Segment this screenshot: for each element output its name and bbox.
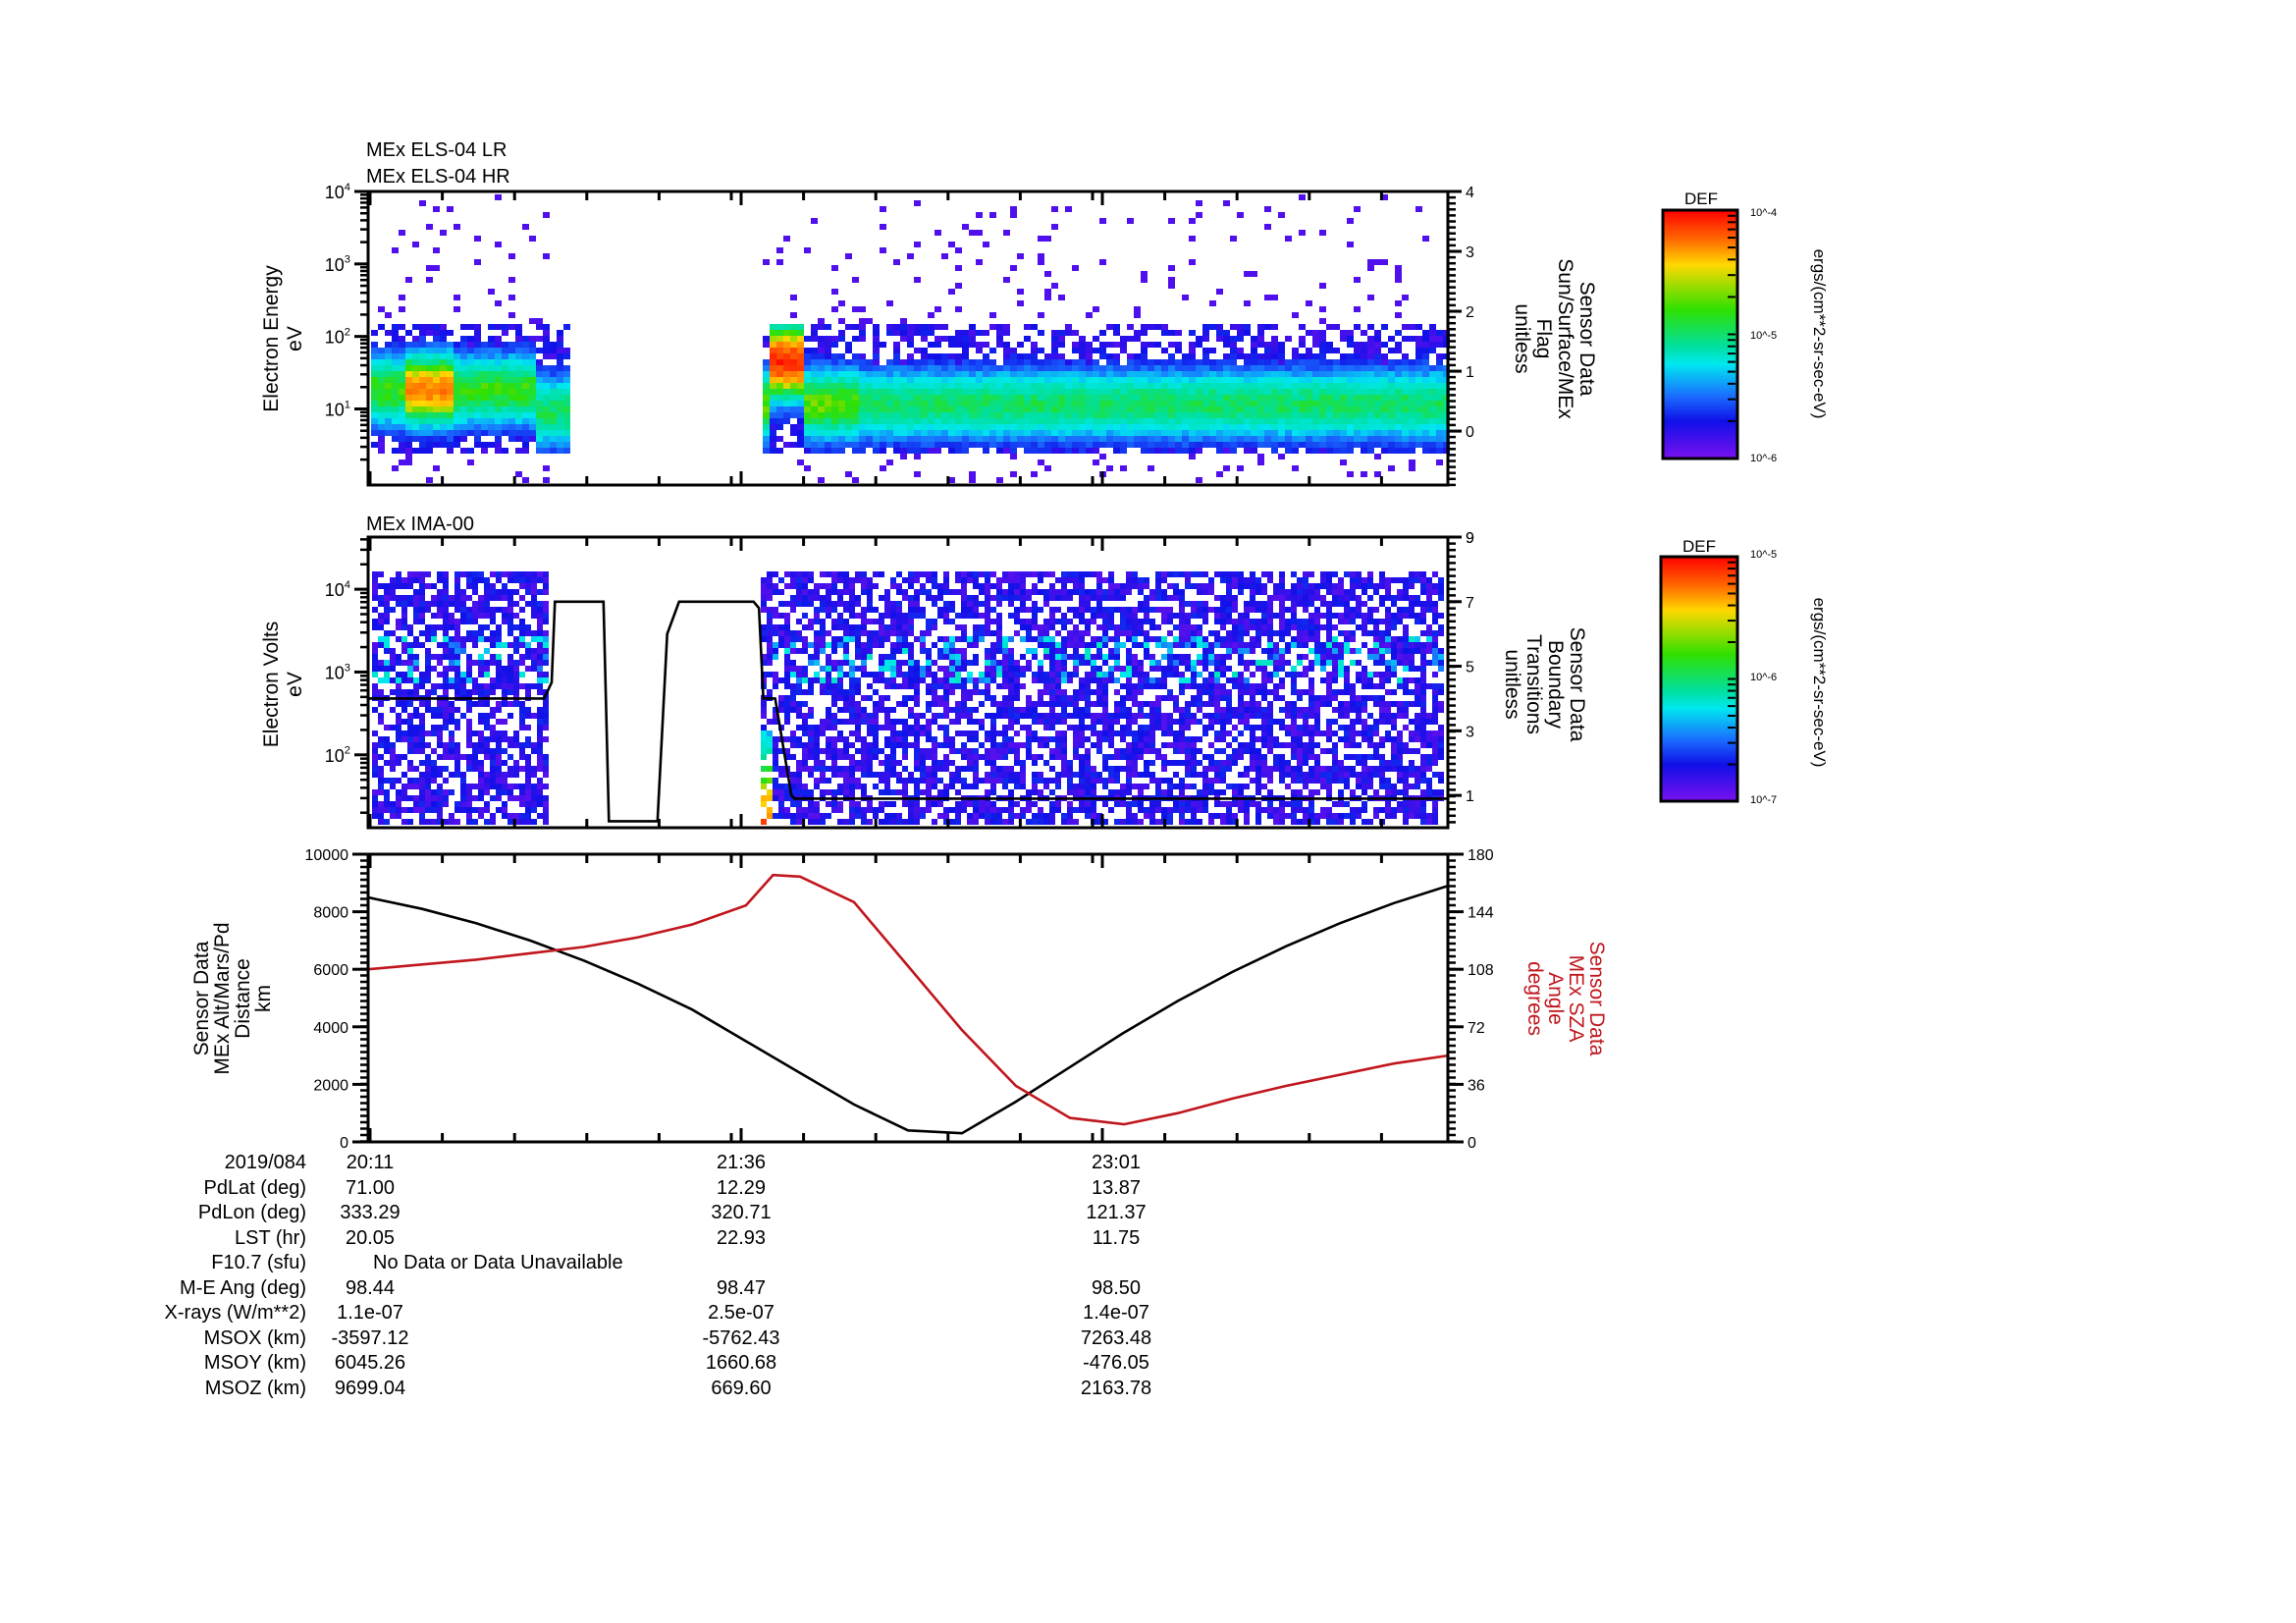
sza-axis-label: Sensor Data MEx SZA Angle degrees bbox=[1523, 942, 1608, 1056]
els-heatmap bbox=[371, 194, 1450, 483]
svg-text:102: 102 bbox=[325, 327, 350, 348]
svg-text:eV: eV bbox=[284, 326, 306, 352]
svg-text:10^-5: 10^-5 bbox=[1750, 330, 1777, 342]
els-left-axis-label: Electron Energy eV bbox=[260, 265, 306, 412]
svg-text:Sun/Surface/MEx: Sun/Surface/MEx bbox=[1554, 258, 1576, 419]
panel-title-hr: MEx ELS-04 HR bbox=[366, 166, 510, 188]
svg-text:Sensor Data: Sensor Data bbox=[1575, 282, 1598, 397]
altitude-line bbox=[367, 884, 1449, 1135]
svg-text:Flag: Flag bbox=[1532, 319, 1555, 359]
els-colorbar: DEF 10^-4 10^-5 10^-6 ergs/(cm**2-sr-sec… bbox=[1661, 189, 1829, 464]
ephemeris-labels: 2019/084 PdLat (deg) PdLon (deg) LST (hr… bbox=[164, 1152, 306, 1399]
svg-text:4: 4 bbox=[1466, 185, 1474, 201]
els-axis-ticks: 101 102 103 104 0 1 2 3 4 bbox=[325, 182, 1474, 487]
svg-text:2: 2 bbox=[1466, 304, 1474, 321]
sza-line bbox=[367, 873, 1449, 1126]
boundary-transitions-line bbox=[368, 600, 1448, 823]
colorbar-units: ergs/(cm**2-sr-sec-eV) bbox=[1810, 249, 1829, 419]
svg-text:10^-4: 10^-4 bbox=[1750, 207, 1777, 219]
ephemeris-column-1: 20:11 71.00 333.29 20.05 No Data or Data… bbox=[272, 1151, 623, 1401]
svg-text:10^-6: 10^-6 bbox=[1750, 453, 1777, 464]
els-right-axis-label: Sensor Data Sun/Surface/MEx Flag unitles… bbox=[1511, 258, 1598, 419]
ima-right-axis-label: Sensor Data Boundary Transitions unitles… bbox=[1501, 627, 1588, 742]
svg-text:Electron Energy: Electron Energy bbox=[260, 265, 283, 412]
svg-text:0: 0 bbox=[1466, 424, 1474, 441]
svg-text:1: 1 bbox=[1466, 364, 1474, 381]
svg-text:101: 101 bbox=[325, 399, 350, 419]
ima-left-axis-label: Electron Volts eV bbox=[260, 622, 306, 747]
orbit-plot-frame bbox=[366, 852, 1450, 1144]
ima-colorbar: DEF 10^-5 10^-6 10^-7 ergs/(cm**2-sr-sec… bbox=[1659, 537, 1829, 806]
ima-heatmap bbox=[372, 571, 1444, 825]
colorbar-title: DEF bbox=[1684, 189, 1718, 208]
panel-title-ima: MEx IMA-00 bbox=[366, 514, 474, 535]
svg-text:3: 3 bbox=[1466, 244, 1474, 261]
svg-text:103: 103 bbox=[325, 254, 350, 275]
els-spectrogram-panel: MEx ELS-04 LR MEx ELS-04 HR 101102103104… bbox=[260, 139, 1829, 487]
altitude-axis-label: Sensor Data MEx Alt/Mars/Pd Distance km bbox=[190, 922, 275, 1074]
svg-text:104: 104 bbox=[325, 182, 350, 202]
ephemeris-column-3: 23:01 13.87 121.37 11.75 98.50 1.4e-07 7… bbox=[1080, 1152, 1152, 1399]
ephemeris-column-2: 21:36 12.29 320.71 22.93 98.47 2.5e-07 -… bbox=[702, 1152, 780, 1399]
f107-note: No Data or Data Unavailable bbox=[373, 1252, 623, 1273]
els-plot-frame bbox=[366, 189, 1450, 487]
svg-text:unitless: unitless bbox=[1511, 303, 1533, 373]
ima-plot-frame bbox=[366, 535, 1450, 830]
panel-title-lr: MEx ELS-04 LR bbox=[366, 139, 507, 161]
